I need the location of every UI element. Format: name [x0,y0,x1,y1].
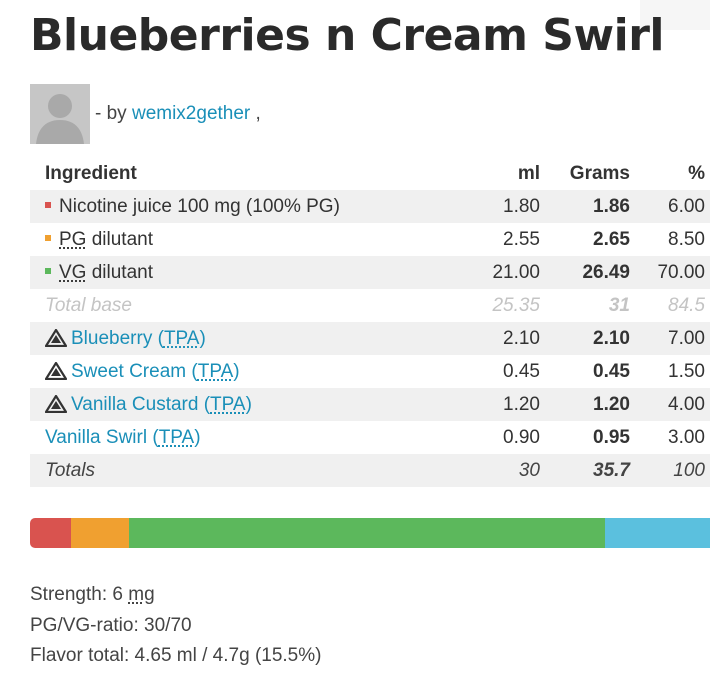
vendor-abbreviation[interactable]: TPA [158,426,195,448]
ml-value: 1.20 [503,393,540,415]
flavor-link[interactable]: Vanilla Custard (TPA) [71,393,252,415]
table-row: PG dilutant 2.55 2.65 8.50 [30,223,710,256]
percent-value: 1.50 [668,360,705,382]
ml-value: 30 [518,459,540,481]
flavor-link[interactable]: Sweet Cream (TPA) [71,360,240,382]
ingredients-table: Ingredient ml Grams % Nicotine juice 100… [30,157,710,487]
flavor-total: Flavor total: 4.65 ml / 4.7g (15.5%) [30,645,322,666]
percent-value: 7.00 [668,327,705,349]
percent-value: 3.00 [668,426,705,448]
ingredient-name: dilutant [86,228,153,250]
byline: - by wemix2gether , [95,103,261,125]
percent-value: 4.00 [668,393,705,415]
user-silhouette-icon [30,84,90,144]
header-ingredient: Ingredient [45,162,137,184]
pg-abbreviation[interactable]: PG [59,228,87,250]
table-row: Nicotine juice 100 mg (100% PG) 1.80 1.8… [30,190,710,223]
vg-color-swatch [45,267,51,274]
flavor-link[interactable]: Vanilla Swirl (TPA) [45,426,201,448]
vendor-abbreviation[interactable]: TPA [197,360,234,382]
total-base-row: Total base 25.35 31 84.5 [30,289,710,322]
strength-line: Strength: 6 mg [30,584,155,605]
ml-value: 0.90 [503,426,540,448]
grams-value: 35.7 [593,459,630,481]
ingredient-name: dilutant [86,261,153,283]
bar-segment-vg [128,518,605,548]
warning-icon[interactable] [45,361,67,380]
grams-value: 1.20 [593,393,630,415]
vendor-abbreviation[interactable]: TPA [210,393,246,415]
grams-value: 0.95 [593,426,630,448]
ml-value: 2.10 [503,327,540,349]
table-row: VG dilutant 21.00 26.49 70.00 [30,256,710,289]
pg-vg-ratio: PG/VG-ratio: 30/70 [30,614,192,636]
total-base-label: Total base [45,294,132,316]
header-grams: Grams [569,162,630,184]
grams-value: 1.86 [593,195,630,217]
totals-label: Totals [45,459,95,481]
table-row: Vanilla Swirl (TPA) 0.90 0.95 3.00 [30,421,710,454]
percent-value: 84.5 [668,294,705,316]
ingredient-name: Nicotine juice 100 mg (100% PG) [59,195,340,217]
ml-value: 0.45 [503,360,540,382]
bar-segment-pg [70,518,129,548]
grams-value: 2.10 [593,327,630,349]
nicotine-color-swatch [45,201,51,208]
recipe-summary: Strength: 6 mg PG/VG-ratio: 30/70 Flavor… [30,580,321,672]
author-link[interactable]: wemix2gether [131,102,251,124]
percent-value: 8.50 [668,228,705,250]
author-row: - by wemix2gether , [30,84,261,144]
ml-value: 2.55 [503,228,540,250]
corner-smudge [640,0,710,30]
grams-value: 31 [608,294,630,316]
percent-value: 100 [673,459,705,481]
recipe-title: Blueberries n Cream Swirl [30,10,665,61]
mg-abbreviation[interactable]: mg [128,584,155,605]
ml-value: 25.35 [492,294,540,316]
composition-bar [30,518,710,548]
table-row: Vanilla Custard (TPA) 1.20 1.20 4.00 [30,388,710,421]
grams-value: 0.45 [593,360,630,382]
bar-segment-nicotine [30,518,71,548]
header-percent: % [688,162,705,184]
table-row: Sweet Cream (TPA) 0.45 0.45 1.50 [30,355,710,388]
byline-suffix: , [255,102,261,124]
header-ml: ml [517,162,540,184]
ml-value: 21.00 [492,261,540,283]
pg-color-swatch [45,234,51,241]
percent-value: 6.00 [668,195,705,217]
percent-value: 70.00 [657,261,705,283]
totals-row: Totals 30 35.7 100 [30,454,710,487]
vg-abbreviation[interactable]: VG [59,261,87,283]
warning-icon[interactable] [45,328,67,347]
warning-icon[interactable] [45,394,67,413]
grams-value: 26.49 [582,261,630,283]
vendor-abbreviation[interactable]: TPA [163,327,200,349]
table-header: Ingredient ml Grams % [30,157,710,190]
byline-prefix: - by [95,102,127,124]
flavor-link[interactable]: Blueberry (TPA) [71,327,206,349]
ml-value: 1.80 [503,195,540,217]
grams-value: 2.65 [593,228,630,250]
table-row: Blueberry (TPA) 2.10 2.10 7.00 [30,322,710,355]
bar-segment-flavor [604,518,710,548]
avatar[interactable] [30,84,90,144]
